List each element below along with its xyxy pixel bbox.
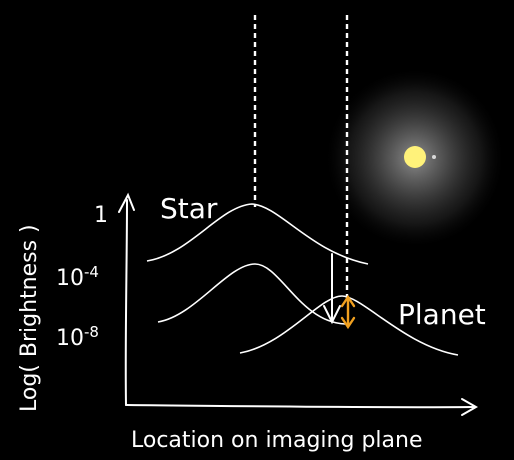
axes [118,192,479,416]
star-core [404,146,426,168]
curves [146,203,459,356]
star-image [327,70,503,246]
star-curve [146,203,369,265]
contrast-arrow [340,294,356,330]
x-axis-label: Location on imaging plane [131,428,422,453]
y-axis-label: Log( Brightness ) [17,224,42,412]
planet-label: Planet [398,298,486,331]
suppression-arrow [323,253,341,325]
planet-curve [239,295,459,356]
suppressed-star-curve [157,263,346,325]
x-axis-arrowhead [461,398,479,416]
y-axis [124,199,128,406]
tick-label-1: 1 [94,203,108,228]
tick-label-1e-4: 10-4 [56,263,99,291]
y-axis-arrowhead [118,192,135,213]
tick-label-1e-8: 10-8 [56,323,99,351]
x-axis [125,404,476,409]
star-label: Star [160,192,218,225]
planet-dot [432,155,436,159]
